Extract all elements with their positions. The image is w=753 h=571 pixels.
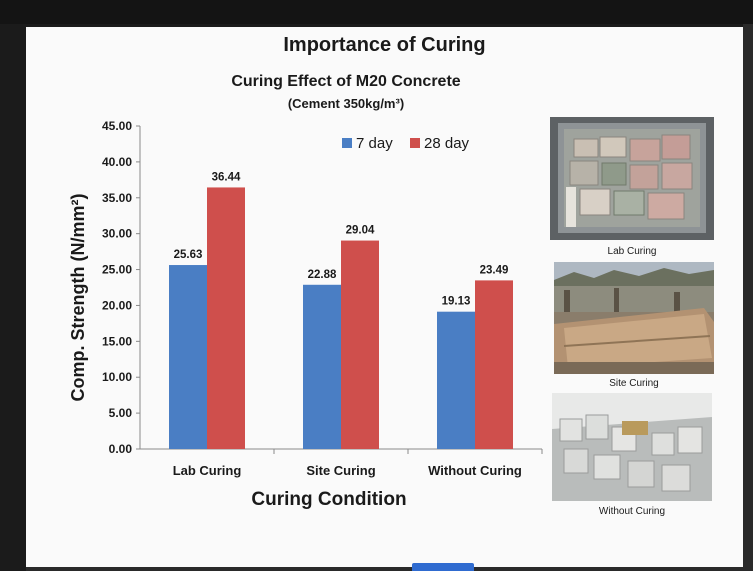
slide-title: Importance of Curing	[283, 34, 486, 56]
legend-swatch	[342, 138, 352, 148]
category-label: Lab Curing	[173, 463, 242, 478]
data-label: 23.49	[480, 264, 509, 276]
data-label: 25.63	[174, 249, 203, 261]
chart-subtitle: (Cement 350kg/m³)	[287, 96, 405, 111]
category-label: Without Curing	[428, 463, 522, 478]
data-label: 22.88	[308, 269, 337, 281]
bar-7-day-1	[303, 284, 341, 449]
y-tick-label: 40.00	[102, 155, 132, 169]
x-axis-title: Curing Condition	[251, 489, 406, 510]
bar-28-day-2	[475, 280, 513, 449]
bar-28-day-1	[341, 240, 379, 449]
data-label: 36.44	[212, 171, 241, 183]
without-curing-photo	[552, 393, 712, 501]
presentation-slide: Importance of Curing Curing Effect of M2…	[26, 27, 743, 567]
legend-swatch	[410, 138, 420, 148]
legend-label: 28 day	[424, 135, 470, 152]
bar-28-day-0	[207, 187, 245, 449]
y-axis-title: Comp. Strength (N/mm²)	[68, 194, 88, 402]
window-top-bar	[0, 0, 753, 24]
without-curing-image	[552, 393, 712, 501]
y-tick-label: 45.00	[102, 119, 132, 133]
chart-title: Curing Effect of M20 Concrete	[231, 73, 461, 90]
lab-curing-photo	[550, 117, 714, 240]
category-label: Site Curing	[306, 463, 375, 478]
data-label: 19.13	[442, 296, 471, 308]
y-tick-label: 5.00	[109, 406, 133, 420]
y-tick-label: 25.00	[102, 263, 132, 277]
y-tick-label: 20.00	[102, 298, 132, 312]
y-tick-label: 15.00	[102, 334, 132, 348]
y-tick-label: 10.00	[102, 370, 132, 384]
y-tick-label: 0.00	[109, 442, 133, 456]
window-right-edge	[743, 24, 753, 571]
y-tick-label: 30.00	[102, 227, 132, 241]
y-tick-label: 35.00	[102, 191, 132, 205]
bar-7-day-2	[437, 311, 475, 449]
lab-curing-caption: Lab Curing	[607, 246, 657, 257]
lab-curing-image	[550, 117, 714, 240]
site-curing-image	[554, 262, 714, 374]
taskbar-tab[interactable]	[412, 563, 474, 571]
legend-label: 7 day	[356, 135, 393, 152]
site-curing-photo	[554, 262, 714, 374]
data-label: 29.04	[346, 225, 375, 237]
bar-chart: 0.00 5.00 10.00 15.00 20.00 25.00 30.00 35.00 40…	[68, 119, 543, 510]
without-curing-caption: Without Curing	[598, 506, 666, 517]
window-bottom-strip	[26, 567, 743, 571]
bar-7-day-0	[169, 265, 207, 449]
site-curing-caption: Site Curing	[609, 378, 659, 389]
